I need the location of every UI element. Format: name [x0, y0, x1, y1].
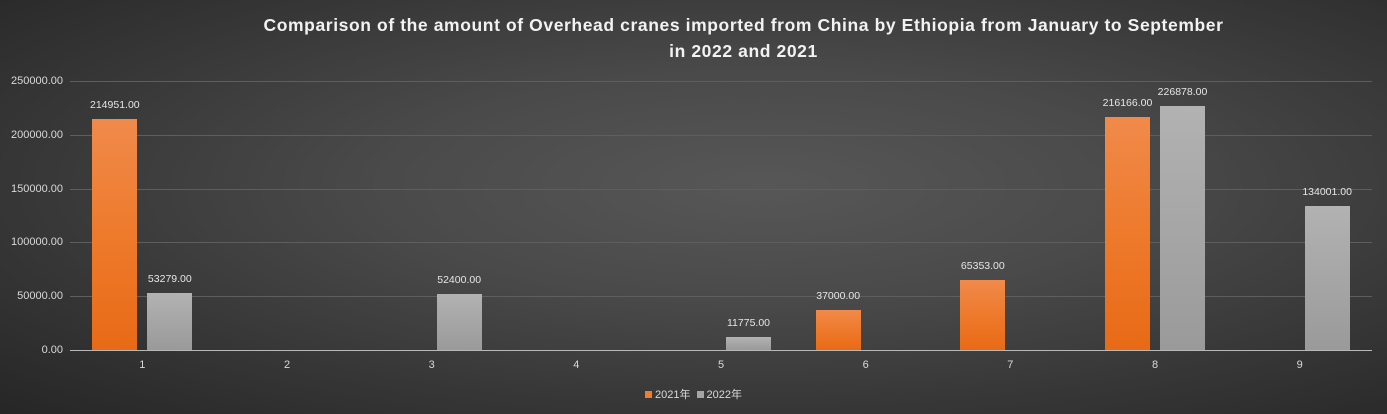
- legend-swatch-2022: [696, 390, 704, 398]
- data-label: 134001.00: [1302, 185, 1352, 198]
- legend-label-2021: 2021年: [655, 389, 691, 401]
- data-label: 53279.00: [147, 272, 192, 285]
- gridline: [70, 81, 1372, 82]
- bar-2022-month-9[interactable]: [1304, 205, 1350, 350]
- legend: 2021年 2022年: [0, 386, 1387, 402]
- chart-title-line-1: Comparison of the amount of Overhead cra…: [263, 15, 1224, 35]
- bar-2022-month-5[interactable]: [726, 337, 771, 350]
- gridline: [70, 134, 1372, 136]
- data-label: 216166.00: [1102, 97, 1153, 110]
- data-label: 65353.00: [960, 259, 1005, 272]
- legend-swatch-2021: [645, 390, 653, 398]
- bar-2021-month-6[interactable]: [815, 310, 861, 350]
- y-tick-label: 250000.00: [11, 75, 63, 87]
- plot-area: 214951.00 53279.00 52400.00 11775.00 37000.0…: [70, 81, 1372, 351]
- data-label: 214951.00: [90, 98, 140, 111]
- legend-item-2022[interactable]: 2022年: [696, 386, 742, 402]
- y-tick-label: 150000.00: [11, 182, 63, 195]
- gridline: [70, 242, 1372, 244]
- chart-title: Comparison of the amount of Overhead cra…: [150, 12, 1337, 64]
- x-tick-label: 8: [1151, 359, 1159, 371]
- bar-2021-month-7[interactable]: [960, 279, 1006, 350]
- x-tick-label: 9: [1296, 359, 1303, 371]
- y-tick-label: 200000.00: [11, 128, 63, 141]
- bar-2022-month-1[interactable]: [147, 292, 193, 350]
- x-tick-label: 1: [139, 359, 146, 371]
- bar-2022-month-8[interactable]: [1160, 105, 1205, 350]
- data-label: 52400.00: [437, 273, 482, 286]
- x-axis-line: [70, 350, 1372, 351]
- x-tick-label: 2: [283, 359, 291, 371]
- x-tick-label: 7: [1007, 359, 1014, 371]
- y-tick-label: 0.00: [41, 344, 63, 356]
- data-label: 11775.00: [726, 317, 770, 330]
- legend-item-2021[interactable]: 2021年: [645, 386, 691, 402]
- bar-2021-month-1[interactable]: [92, 118, 138, 350]
- legend-label-2022: 2022年: [706, 389, 742, 401]
- x-tick-label: 3: [428, 359, 435, 371]
- data-label: 226878.00: [1157, 85, 1208, 98]
- y-tick-label: 50000.00: [17, 290, 63, 303]
- bar-2022-month-3[interactable]: [436, 293, 482, 350]
- x-tick-label: 6: [862, 359, 869, 371]
- y-tick-label: 100000.00: [11, 236, 63, 249]
- x-tick-label: 4: [573, 359, 580, 371]
- data-label: 37000.00: [816, 290, 861, 303]
- bar-2021-month-8[interactable]: [1105, 117, 1150, 350]
- gridline: [70, 188, 1372, 190]
- chart-title-line-2: in 2022 and 2021: [669, 41, 818, 61]
- gridline: [70, 296, 1372, 298]
- x-tick-label: 5: [717, 359, 725, 371]
